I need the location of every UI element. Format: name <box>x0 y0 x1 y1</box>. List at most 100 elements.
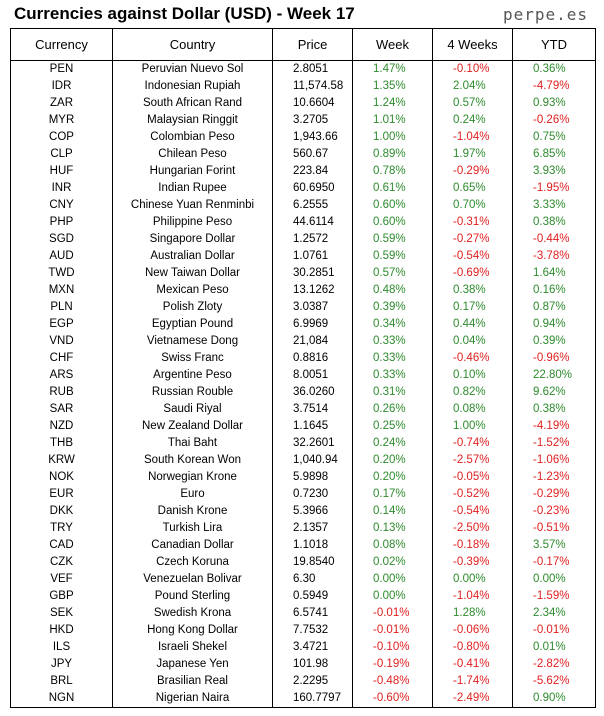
table-cell: VND <box>10 333 113 350</box>
table-cell: 2.2295 <box>272 673 353 690</box>
table-cell: SGD <box>10 231 113 248</box>
table-cell: -0.17% <box>512 554 596 571</box>
table-cell: CAD <box>10 537 113 554</box>
table-cell: 0.16% <box>512 282 596 299</box>
table-cell: 0.57% <box>432 95 513 112</box>
table-cell: 0.38% <box>512 214 596 231</box>
table-row: HKD Hong Kong Dollar 7.7532 -0.01% -0.06% -0.… <box>10 622 596 639</box>
table-cell: 1.01% <box>352 112 433 129</box>
table-cell: Swedish Krona <box>112 605 273 622</box>
table-cell: 101.98 <box>272 656 353 673</box>
table-cell: 0.90% <box>512 690 596 708</box>
table-cell: 10.6604 <box>272 95 353 112</box>
table-cell: MYR <box>10 112 113 129</box>
table-cell: -0.10% <box>352 639 433 656</box>
table-cell: 32.2601 <box>272 435 353 452</box>
table-cell: 0.82% <box>432 384 513 401</box>
table-cell: 560.67 <box>272 146 353 163</box>
table-cell: 0.33% <box>352 350 433 367</box>
table-cell: DKK <box>10 503 113 520</box>
table-cell: 0.20% <box>352 469 433 486</box>
table-cell: Singapore Dollar <box>112 231 273 248</box>
table-cell: -0.69% <box>432 265 513 282</box>
table-cell: 3.0387 <box>272 299 353 316</box>
table-cell: Swiss Franc <box>112 350 273 367</box>
table-cell: PLN <box>10 299 113 316</box>
table-cell: 1,943.66 <box>272 129 353 146</box>
table-cell: 2.1357 <box>272 520 353 537</box>
table-cell: -0.54% <box>432 248 513 265</box>
table-cell: -2.82% <box>512 656 596 673</box>
table-cell: 0.89% <box>352 146 433 163</box>
table-row: ARS Argentine Peso 8.0051 0.33% 0.10% 22.80% <box>10 367 596 384</box>
table-cell: -0.29% <box>512 486 596 503</box>
table-row: VND Vietnamese Dong 21,084 0.33% 0.04% 0.39% <box>10 333 596 350</box>
column-header: Country <box>112 28 273 61</box>
table-cell: 0.24% <box>432 112 513 129</box>
table-row: THB Thai Baht 32.2601 0.24% -0.74% -1.52% <box>10 435 596 452</box>
table-cell: Vietnamese Dong <box>112 333 273 350</box>
table-cell: Danish Krone <box>112 503 273 520</box>
table-cell: SAR <box>10 401 113 418</box>
table-row: INR Indian Rupee 60.6950 0.61% 0.65% -1.95% <box>10 180 596 197</box>
table-cell: -0.80% <box>432 639 513 656</box>
table-row: CLP Chilean Peso 560.67 0.89% 1.97% 6.85% <box>10 146 596 163</box>
table-cell: IDR <box>10 78 113 95</box>
table-cell: -1.23% <box>512 469 596 486</box>
table-cell: 0.00% <box>352 588 433 605</box>
table-cell: 19.8540 <box>272 554 353 571</box>
table-cell: 8.0051 <box>272 367 353 384</box>
table-cell: -0.29% <box>432 163 513 180</box>
table-cell: INR <box>10 180 113 197</box>
table-cell: 0.59% <box>352 248 433 265</box>
table-cell: 3.4721 <box>272 639 353 656</box>
table-cell: -0.27% <box>432 231 513 248</box>
table-cell: -0.54% <box>432 503 513 520</box>
table-cell: 0.02% <box>352 554 433 571</box>
table-cell: 0.34% <box>352 316 433 333</box>
table-row: TRY Turkish Lira 2.1357 0.13% -2.50% -0.51% <box>10 520 596 537</box>
table-cell: 0.13% <box>352 520 433 537</box>
table-cell: 0.48% <box>352 282 433 299</box>
table-cell: 13.1262 <box>272 282 353 299</box>
table-cell: 0.60% <box>352 214 433 231</box>
currency-table: Currency Country Price Week 4 Weeks YTD PEN Pe… <box>10 28 596 708</box>
table-cell: 2.8051 <box>272 60 353 78</box>
table-cell: 6.9969 <box>272 316 353 333</box>
table-cell: 0.14% <box>352 503 433 520</box>
table-row: GBP Pound Sterling 0.5949 0.00% -1.04% -1.59% <box>10 588 596 605</box>
table-cell: 0.75% <box>512 129 596 146</box>
table-cell: CNY <box>10 197 113 214</box>
header-row: Currency Country Price Week 4 Weeks YTD <box>10 28 596 61</box>
table-cell: 0.87% <box>512 299 596 316</box>
table-cell: -0.31% <box>432 214 513 231</box>
table-cell: Euro <box>112 486 273 503</box>
table-row: SGD Singapore Dollar 1.2572 0.59% -0.27% -0.4… <box>10 231 596 248</box>
table-row: AUD Australian Dollar 1.0761 0.59% -0.54% -3.… <box>10 248 596 265</box>
table-cell: GBP <box>10 588 113 605</box>
table-cell: -1.06% <box>512 452 596 469</box>
table-row: PEN Peruvian Nuevo Sol 2.8051 1.47% -0.10% 0.… <box>10 60 596 78</box>
table-cell: -0.44% <box>512 231 596 248</box>
table-cell: 6.30 <box>272 571 353 588</box>
table-cell: 0.17% <box>432 299 513 316</box>
column-header: Price <box>272 28 353 61</box>
table-cell: South African Rand <box>112 95 273 112</box>
table-cell: 5.9898 <box>272 469 353 486</box>
table-row: MXN Mexican Peso 13.1262 0.48% 0.38% 0.16% <box>10 282 596 299</box>
table-cell: 0.93% <box>512 95 596 112</box>
table-cell: 0.17% <box>352 486 433 503</box>
table-cell: RUB <box>10 384 113 401</box>
table-cell: 1.00% <box>352 129 433 146</box>
table-cell: -0.46% <box>432 350 513 367</box>
table-row: RUB Russian Rouble 36.0260 0.31% 0.82% 9.62% <box>10 384 596 401</box>
table-row: IDR Indonesian Rupiah 11,574.58 1.35% 2.04% -… <box>10 78 596 95</box>
table-cell: -0.19% <box>352 656 433 673</box>
table-cell: -4.79% <box>512 78 596 95</box>
table-cell: -0.26% <box>512 112 596 129</box>
table-cell: -1.52% <box>512 435 596 452</box>
table-row: VEF Venezuelan Bolivar 6.30 0.00% 0.00% 0.00% <box>10 571 596 588</box>
table-cell: CLP <box>10 146 113 163</box>
table-cell: -0.23% <box>512 503 596 520</box>
